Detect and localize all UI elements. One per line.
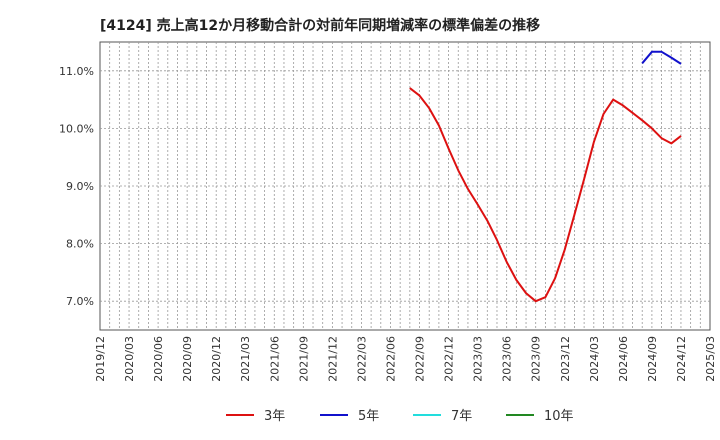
x-tick-label: 2024/09: [646, 336, 659, 382]
y-tick-label: 11.0%: [59, 65, 94, 78]
x-tick-label: 2021/12: [326, 336, 339, 382]
x-tick-label: 2023/03: [472, 336, 485, 382]
x-tick-label: 2022/03: [355, 336, 368, 382]
series-line-5年: [641, 50, 682, 65]
x-tick-label: 2023/12: [559, 336, 572, 382]
x-tick-label: 2024/03: [588, 336, 601, 382]
chart-title: [4124] 売上高12か月移動合計の対前年同期増減率の標準偏差の推移: [100, 17, 540, 34]
x-tick-label: 2020/03: [123, 336, 136, 382]
legend-label: 5年: [358, 409, 379, 424]
series-lines: [409, 50, 682, 303]
x-tick-label: 2025/03: [704, 336, 717, 382]
grid-lines: [100, 42, 710, 330]
legend-label: 10年: [544, 409, 574, 424]
x-tick-label: 2021/06: [268, 336, 281, 382]
y-tick-label: 8.0%: [66, 238, 94, 251]
legend-label: 3年: [264, 409, 285, 424]
x-tick-label: 2020/09: [181, 336, 194, 382]
y-tick-label: 9.0%: [66, 180, 94, 193]
y-tick-label: 7.0%: [66, 295, 94, 308]
x-tick-label: 2023/09: [530, 336, 543, 382]
legend: 3年 5年 7年 10年: [226, 409, 574, 424]
x-tick-label: 2020/12: [210, 336, 223, 382]
legend-label: 7年: [451, 409, 472, 424]
x-tick-label: 2023/06: [501, 336, 514, 382]
x-tick-label: 2022/12: [443, 336, 456, 382]
series-line-3年: [409, 87, 682, 303]
y-tick-label: 10.0%: [59, 122, 94, 135]
x-tick-label: 2021/03: [239, 336, 252, 382]
x-axis-ticks: 2019/12 2020/03 2020/06 2020/09 2020/12 2021/…: [94, 336, 717, 382]
x-tick-label: 2019/12: [94, 336, 107, 382]
x-tick-label: 2022/09: [414, 336, 427, 382]
x-tick-label: 2022/06: [384, 336, 397, 382]
x-tick-label: 2024/06: [617, 336, 630, 382]
x-tick-label: 2021/09: [297, 336, 310, 382]
y-axis-ticks: 7.0% 8.0% 9.0% 10.0% 11.0%: [59, 65, 94, 308]
x-tick-label: 2024/12: [675, 336, 688, 382]
x-tick-label: 2020/06: [152, 336, 165, 382]
